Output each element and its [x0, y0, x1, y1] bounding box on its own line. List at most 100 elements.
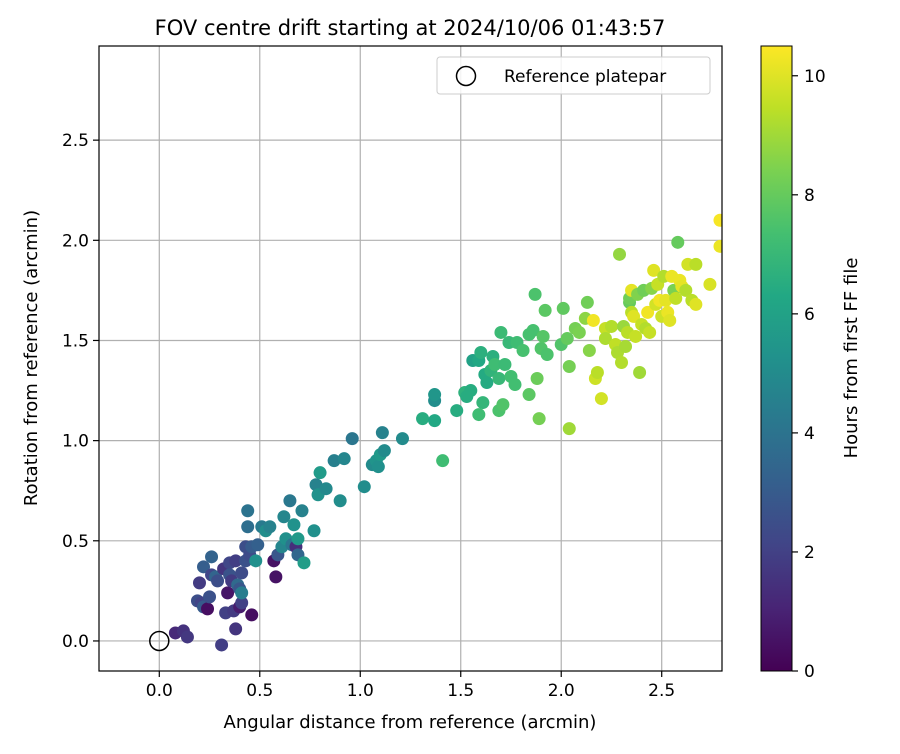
scatter-point — [713, 239, 722, 253]
scatter-point — [528, 287, 542, 301]
scatter-point — [245, 608, 259, 622]
scatter-point — [615, 356, 629, 370]
scatter-point — [689, 297, 703, 311]
scatter-point — [629, 329, 643, 343]
scatter-point — [241, 520, 255, 534]
x-axis-ticks: 0.0 0.5 1.0 1.5 2.0 2.5 — [146, 671, 675, 701]
scatter-point — [333, 494, 347, 508]
legend-entry-reference: Reference platepar — [504, 67, 666, 87]
x-tick-label: 2.5 — [648, 681, 675, 701]
y-tick-label: 1.0 — [62, 432, 89, 452]
scatter-point — [669, 291, 683, 305]
y-axis-label: Rotation from reference (arcmin) — [21, 210, 42, 506]
colorbar-tick-label: 10 — [804, 67, 826, 87]
scatter-point — [689, 257, 703, 271]
scatter-point — [474, 345, 488, 359]
scatter-point — [496, 398, 510, 412]
scatter-point — [598, 331, 612, 345]
scatter-point — [671, 235, 685, 249]
scatter-point — [556, 301, 570, 315]
scatter-point — [428, 414, 442, 428]
plot-frame — [98, 45, 723, 672]
scatter-point — [594, 392, 608, 406]
scatter-point — [291, 532, 305, 546]
colorbar-tick-label: 4 — [804, 424, 815, 444]
scatter-point — [536, 329, 550, 343]
scatter-point — [319, 482, 333, 496]
scatter-point — [538, 303, 552, 317]
scatter-points — [168, 213, 722, 652]
scatter-point — [337, 452, 351, 466]
scatter-point — [211, 574, 225, 588]
colorbar-ticks: 0 2 4 6 8 10 — [792, 67, 826, 682]
scatter-point — [450, 404, 464, 418]
scatter-point — [647, 263, 661, 277]
chart-title: FOV centre drift starting at 2024/10/06 … — [155, 16, 666, 40]
scatter-point — [604, 319, 618, 333]
scatter-point — [269, 570, 283, 584]
scatter-point — [590, 366, 604, 380]
scatter-point — [679, 283, 693, 297]
scatter-point — [263, 520, 277, 534]
x-tick-label: 1.5 — [447, 681, 474, 701]
scatter-point — [713, 213, 722, 227]
scatter-point — [560, 331, 574, 345]
scatter-point — [197, 560, 211, 574]
scatter-point — [241, 504, 255, 518]
x-tick-label: 0.0 — [146, 681, 173, 701]
scatter-point — [205, 550, 219, 564]
scatter-point — [287, 518, 301, 532]
scatter-point — [540, 347, 554, 361]
scatter-point — [345, 432, 359, 446]
scatter-point — [203, 590, 217, 604]
scatter-point — [703, 277, 717, 291]
colorbar-tick-label: 2 — [804, 543, 815, 563]
scatter-point — [221, 586, 235, 600]
scatter-point — [357, 480, 371, 494]
legend-marker-icon — [455, 65, 477, 87]
scatter-point — [494, 325, 508, 339]
x-tick-label: 2.0 — [548, 681, 575, 701]
scatter-point — [643, 325, 657, 339]
scatter-point — [580, 295, 594, 309]
scatter-point — [235, 586, 249, 600]
scatter-point — [313, 466, 327, 480]
y-tick-label: 1.5 — [62, 331, 89, 351]
scatter-point — [492, 372, 506, 386]
scatter-point — [562, 422, 576, 436]
scatter-point — [530, 372, 544, 386]
scatter-point — [464, 384, 478, 398]
scatter-point — [229, 554, 243, 568]
scatter-point — [572, 325, 586, 339]
scatter-point — [472, 408, 486, 422]
x-axis-label: Angular distance from reference (arcmin) — [224, 712, 597, 733]
colorbar-tick-label: 0 — [804, 662, 815, 682]
scatter-point — [488, 358, 502, 372]
scatter-point — [476, 396, 490, 410]
scatter-point — [663, 313, 677, 327]
legend: Reference platepar — [436, 56, 711, 95]
colorbar-tick-label: 6 — [804, 305, 815, 325]
scatter-point — [526, 323, 540, 337]
scatter-point — [641, 305, 655, 319]
y-axis-ticks: 0.0 0.5 1.0 1.5 2.0 2.5 — [62, 131, 99, 652]
scatter-point — [377, 444, 391, 458]
legend-box — [436, 56, 711, 95]
scatter-point — [659, 293, 673, 307]
scatter-point — [251, 538, 265, 552]
scatter-point — [283, 494, 297, 508]
scatter-point — [428, 388, 442, 402]
scatter-point — [215, 638, 229, 652]
scatter-point — [480, 376, 494, 390]
scatter-point — [297, 556, 311, 570]
colorbar-gradient — [760, 45, 793, 672]
y-tick-label: 0.5 — [62, 532, 89, 552]
scatter-point — [235, 596, 249, 610]
scatter-point — [229, 622, 243, 636]
scatter-point — [532, 412, 546, 426]
scatter-point — [562, 360, 576, 374]
y-tick-label: 2.5 — [62, 131, 89, 151]
colorbar-label: Hours from first FF file — [841, 258, 862, 459]
